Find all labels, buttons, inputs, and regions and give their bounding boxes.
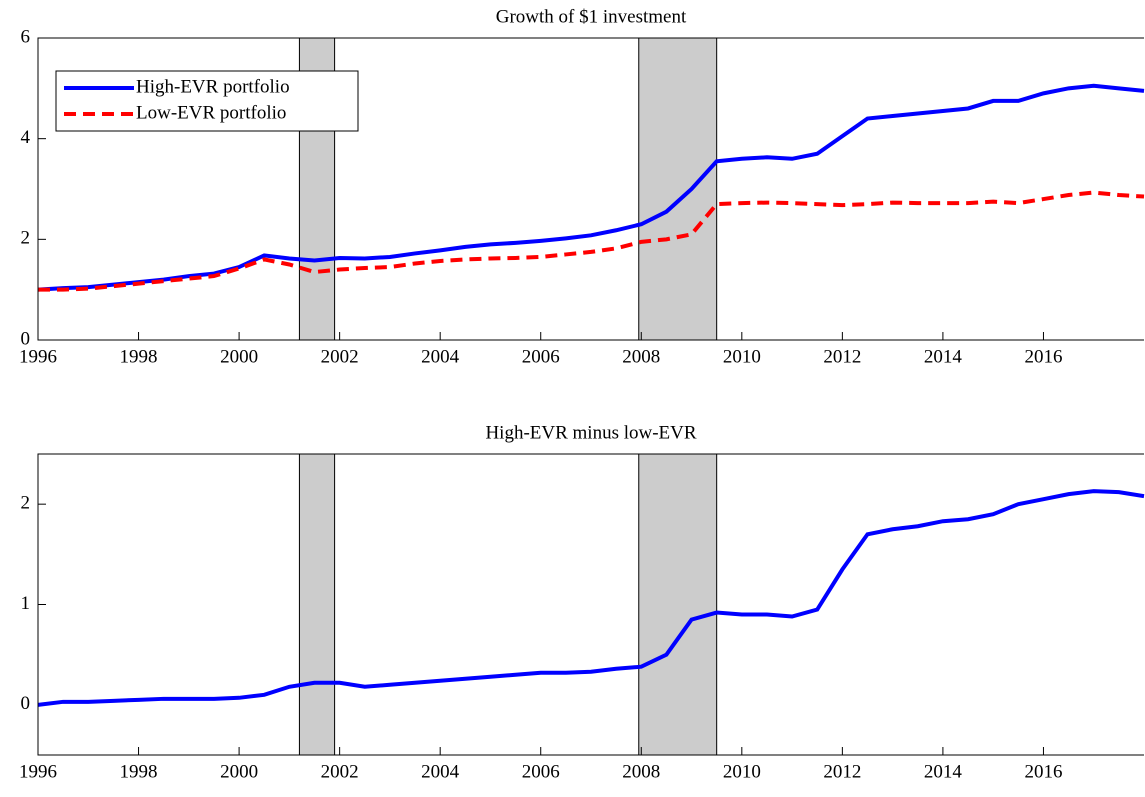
x-tick-label: 2012 [823,346,861,367]
axes-frame [37,37,1144,341]
x-tick-label: 2016 [1024,346,1062,367]
legend-label: Low-EVR portfolio [136,102,286,123]
x-tick-label: 1996 [19,761,57,782]
shaded-period [298,453,336,756]
x-tick-label: 2014 [924,761,963,782]
y-tick-label: 6 [21,26,31,47]
x-tick-label: 2004 [421,761,460,782]
chart-title: High-EVR minus low-EVR [485,422,696,443]
data-line [37,83,1145,292]
x-tick-label: 2008 [622,761,660,782]
legend-box [55,70,359,132]
shaded-period [638,453,718,756]
x-tick-label: 2010 [723,761,761,782]
x-tick-label: 1998 [120,761,158,782]
legend-label: High-EVR portfolio [136,76,290,97]
x-tick-label: 2004 [421,346,460,367]
x-tick-label: 1998 [120,346,158,367]
x-tick-label: 2002 [321,761,359,782]
x-tick-label: 2008 [622,346,660,367]
data-line [38,190,1145,292]
y-tick-label: 2 [21,228,31,249]
y-tick-label: 2 [21,493,31,514]
axes-frame [37,453,1144,756]
chart-title: Growth of $1 investment [496,6,687,27]
x-tick-label: 2006 [522,346,560,367]
x-tick-label: 2000 [220,761,258,782]
x-tick-label: 1996 [19,346,57,367]
x-tick-label: 2006 [522,761,560,782]
y-tick-label: 0 [21,328,31,349]
x-tick-label: 2014 [924,346,963,367]
y-tick-label: 1 [21,593,31,614]
x-tick-label: 2002 [321,346,359,367]
shaded-period [638,37,718,341]
data-line [37,489,1145,707]
y-tick-label: 4 [21,127,31,148]
x-tick-label: 2000 [220,346,258,367]
x-tick-label: 2010 [723,346,761,367]
y-tick-label: 0 [21,693,31,714]
x-tick-label: 2012 [823,761,861,782]
x-tick-label: 2016 [1024,761,1062,782]
